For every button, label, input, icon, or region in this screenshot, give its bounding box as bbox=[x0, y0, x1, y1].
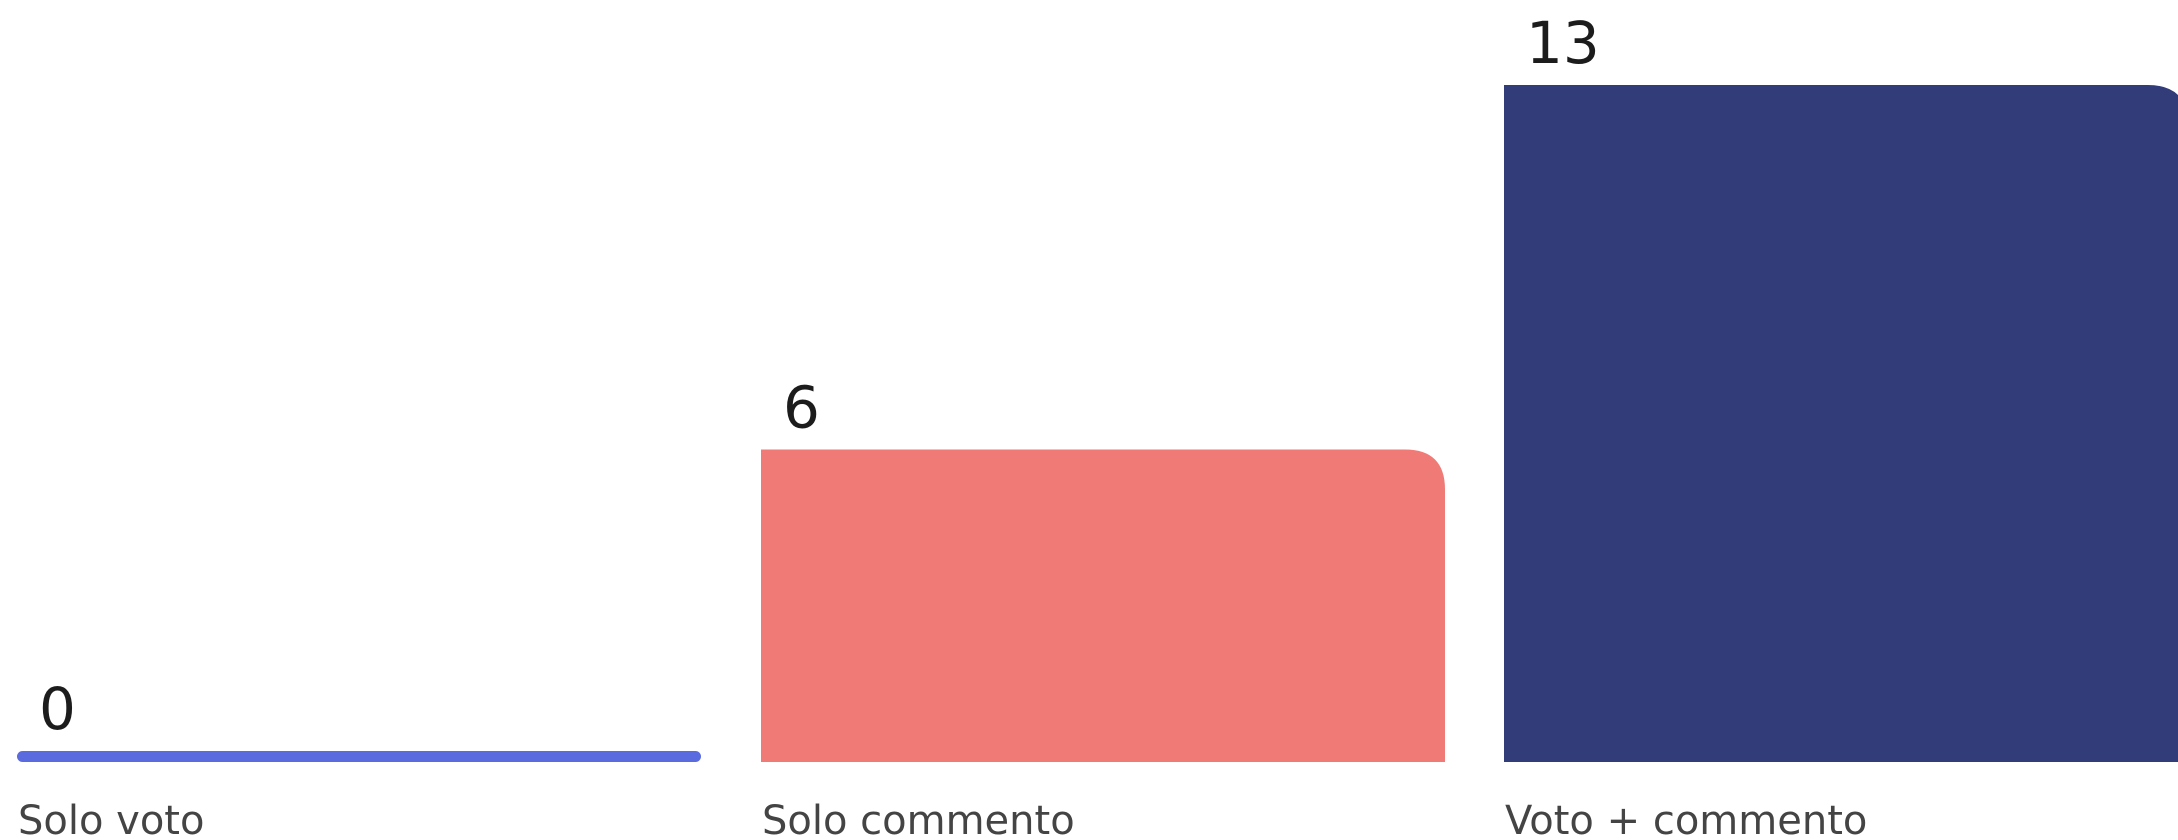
bar-solo-commento bbox=[761, 449, 1445, 762]
category-label-voto-commento: Voto + commento bbox=[1505, 798, 1867, 840]
category-label-solo-commento: Solo commento bbox=[762, 798, 1075, 840]
bar-voto-commento bbox=[1504, 85, 2178, 762]
value-label-solo-voto: 0 bbox=[39, 675, 76, 743]
category-label-solo-voto: Solo voto bbox=[18, 798, 204, 840]
value-label-solo-commento: 6 bbox=[783, 374, 820, 442]
bar-solo-voto bbox=[17, 751, 701, 762]
value-label-voto-commento: 13 bbox=[1526, 9, 1600, 77]
